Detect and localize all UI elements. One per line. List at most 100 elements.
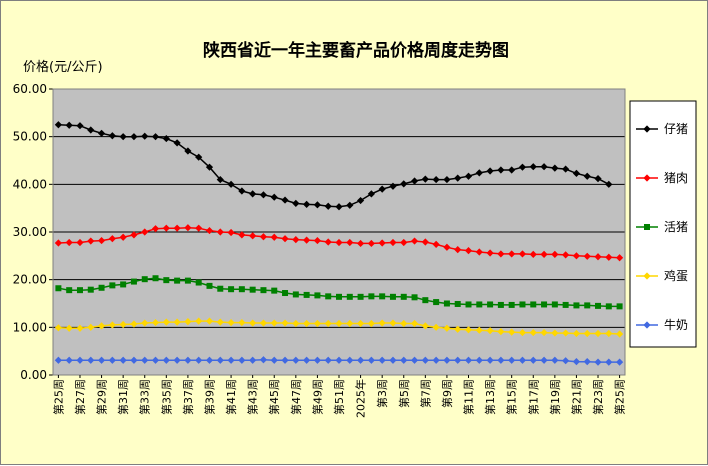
data-point: [195, 153, 203, 161]
data-point: [584, 302, 591, 309]
data-point: [65, 324, 73, 332]
data-point: [400, 356, 408, 364]
data-point: [141, 228, 149, 236]
data-point: [184, 147, 192, 155]
data-point: [464, 246, 473, 255]
data-point: [152, 275, 159, 282]
data-point: [594, 253, 602, 261]
data-point: [508, 250, 516, 258]
x-tick-label: 第43周: [246, 379, 260, 415]
data-point: [303, 200, 311, 208]
data-point: [562, 165, 570, 173]
x-tick-label: 第15周: [505, 379, 519, 415]
data-point: [432, 175, 440, 184]
data-point: [551, 301, 558, 308]
data-point: [529, 163, 537, 171]
x-tick-label: 第49周: [310, 379, 324, 415]
data-point: [583, 252, 591, 260]
data-point: [518, 356, 527, 364]
data-point: [76, 287, 83, 294]
legend-label: 仔猪: [664, 122, 688, 136]
data-point: [356, 356, 365, 364]
data-point: [643, 125, 651, 133]
x-tick-label: 第39周: [202, 379, 216, 415]
data-point: [281, 196, 289, 204]
series-3: [54, 317, 624, 338]
data-point: [130, 231, 138, 239]
data-point: [572, 329, 581, 338]
data-point: [108, 235, 116, 243]
data-point: [572, 252, 581, 260]
data-point: [433, 299, 440, 306]
data-point: [367, 356, 375, 364]
data-point: [605, 358, 613, 366]
data-point: [389, 293, 396, 300]
data-point: [151, 133, 160, 141]
data-point: [281, 356, 289, 364]
data-point: [55, 285, 62, 292]
data-point: [325, 293, 332, 300]
data-point: [97, 129, 106, 137]
x-tick-label: 第13周: [483, 379, 497, 415]
data-point: [486, 327, 494, 335]
data-point: [119, 320, 127, 329]
data-point: [497, 328, 505, 336]
data-point: [259, 191, 268, 199]
data-point: [119, 133, 127, 141]
data-point: [313, 236, 322, 245]
data-point: [643, 272, 651, 280]
data-point: [313, 201, 322, 209]
x-tick-label: 第51周: [332, 379, 346, 415]
data-point: [173, 318, 181, 326]
data-point: [130, 320, 138, 328]
data-point: [605, 180, 613, 188]
data-point: [130, 133, 138, 141]
data-point: [54, 239, 62, 247]
data-point: [238, 286, 245, 293]
data-point: [594, 329, 602, 338]
y-tick-label: 40.00: [13, 177, 47, 191]
data-point: [65, 356, 73, 364]
data-point: [616, 358, 624, 366]
data-point: [464, 356, 473, 364]
data-point: [518, 163, 527, 171]
data-point: [400, 319, 408, 328]
data-point: [324, 202, 332, 210]
data-point: [324, 356, 332, 364]
data-point: [314, 292, 321, 299]
series-4: [54, 356, 624, 366]
data-point: [421, 238, 429, 246]
x-tick-label: 第25周: [613, 379, 627, 415]
data-point: [87, 286, 94, 293]
data-point: [422, 297, 429, 304]
data-point: [76, 324, 84, 332]
x-tick-label: 第19周: [548, 379, 562, 415]
data-point: [141, 319, 149, 327]
data-point: [335, 238, 343, 247]
data-point: [562, 357, 570, 365]
x-tick-label: 第35周: [159, 379, 173, 415]
data-point: [595, 302, 602, 309]
data-point: [475, 356, 483, 364]
data-point: [249, 190, 257, 198]
data-point: [562, 251, 570, 259]
data-point: [529, 328, 537, 337]
data-point: [184, 356, 192, 364]
x-tick-label: 第47周: [289, 379, 303, 415]
data-point: [66, 287, 73, 294]
data-point: [562, 301, 569, 308]
y-tick-label: 60.00: [13, 82, 47, 96]
data-point: [162, 224, 170, 232]
data-point: [410, 356, 419, 364]
data-point: [378, 319, 386, 327]
data-point: [594, 175, 602, 183]
data-point: [238, 318, 246, 327]
data-point: [572, 169, 581, 177]
data-point: [583, 172, 591, 180]
data-point: [216, 318, 224, 326]
data-point: [643, 174, 651, 182]
data-point: [346, 238, 354, 247]
legend-label: 牛奶: [664, 317, 688, 332]
data-point: [454, 300, 461, 307]
